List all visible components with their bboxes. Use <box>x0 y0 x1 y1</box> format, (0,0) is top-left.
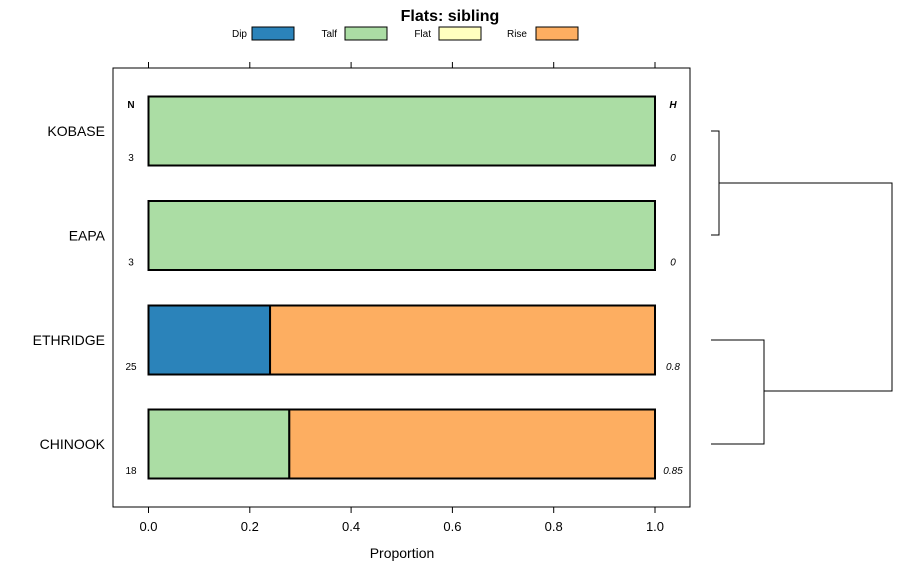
bar-segment-kobase-talf <box>147 95 656 167</box>
x-tick-label: 0.4 <box>342 519 360 534</box>
x-tick-label: 0.8 <box>545 519 563 534</box>
h-value-ethridge: 0.8 <box>666 362 680 373</box>
x-tick-label: 1.0 <box>646 519 664 534</box>
legend-label-rise: Rise <box>507 29 527 40</box>
h-value-chinook: 0.85 <box>663 466 683 477</box>
row-label-ethridge: ETHRIDGE <box>33 332 105 348</box>
h-value-eapa: 0 <box>670 258 676 269</box>
n-value-chinook: 18 <box>125 466 137 477</box>
bars <box>147 95 656 480</box>
x-axis-label: Proportion <box>370 545 435 561</box>
bar-segment-chinook-talf <box>147 408 291 480</box>
legend-label-flat: Flat <box>414 29 431 40</box>
axes: 0.0 0.2 0.4 0.6 0.8 1.0 <box>139 62 664 534</box>
bar-segment-eapa-talf <box>147 200 656 271</box>
legend: Dip Talf Flat Rise <box>232 26 579 41</box>
row-labels: KOBASE EAPA ETHRIDGE CHINOOK <box>33 123 106 452</box>
bar-segment-chinook-rise <box>288 408 656 480</box>
n-h-labels: N H 3 0 3 0 25 0.8 18 0.85 <box>125 100 683 477</box>
n-value-kobase: 3 <box>128 153 134 164</box>
row-label-chinook: CHINOOK <box>40 436 106 452</box>
plot-frame <box>112 67 691 508</box>
n-value-ethridge: 25 <box>125 362 137 373</box>
dendrogram-branch-ethridge-chinook <box>711 339 765 445</box>
bar-segment-ethridge-rise <box>269 304 656 376</box>
h-header: H <box>669 100 677 111</box>
h-value-kobase: 0 <box>670 153 676 164</box>
legend-label-dip: Dip <box>232 29 247 40</box>
legend-swatch-dip <box>251 26 295 41</box>
legend-swatch-flat <box>438 26 482 41</box>
row-label-kobase: KOBASE <box>47 123 105 139</box>
legend-swatch-talf <box>344 26 388 41</box>
legend-label-talf: Talf <box>321 29 337 40</box>
x-tick-label: 0.6 <box>443 519 461 534</box>
legend-swatch-rise <box>535 26 579 41</box>
x-tick-label: 0.2 <box>241 519 259 534</box>
row-label-eapa: EAPA <box>69 228 106 244</box>
dendrogram <box>711 130 893 445</box>
n-value-eapa: 3 <box>128 258 134 269</box>
n-header: N <box>127 100 134 111</box>
dendrogram-branch-kobase-eapa <box>711 130 720 236</box>
x-tick-label: 0.0 <box>139 519 157 534</box>
bar-segment-ethridge-dip <box>147 304 272 376</box>
dendrogram-root <box>719 182 893 392</box>
chart-title: Flats: sibling <box>401 8 500 25</box>
